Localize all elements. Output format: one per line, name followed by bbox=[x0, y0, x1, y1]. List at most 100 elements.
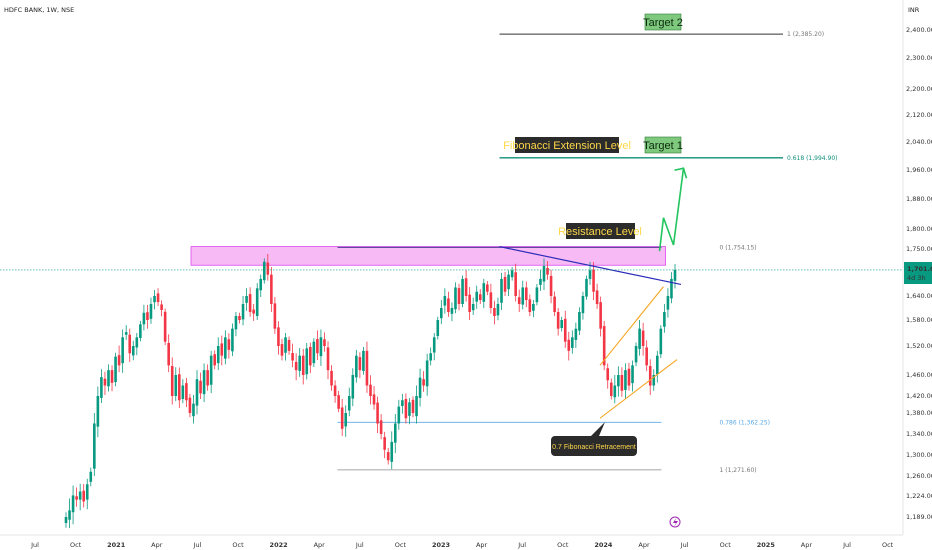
time-axis[interactable]: Jul Oct 2021 Apr Jul Oct 2022 Apr Jul Oct 2023 Apr J… bbox=[30, 541, 894, 549]
candle-body bbox=[563, 318, 567, 342]
price-tick-label: 2,040.00 bbox=[906, 138, 932, 146]
candle-body bbox=[270, 274, 273, 304]
price-tick-label: 2,400.00 bbox=[906, 26, 932, 34]
candle-body bbox=[316, 339, 319, 354]
candle-body bbox=[326, 347, 330, 371]
target-2-label[interactable]: Target 2 bbox=[643, 13, 683, 31]
candle-body bbox=[68, 510, 71, 520]
resistance-level-label[interactable]: Resistance Level bbox=[558, 223, 642, 239]
candle-body bbox=[153, 296, 156, 303]
candle-body bbox=[185, 383, 188, 401]
candle-body bbox=[450, 308, 454, 314]
symbol-header: HDFC BANK, 1W, NSE bbox=[4, 6, 74, 14]
candle-body bbox=[595, 290, 599, 304]
candle-body bbox=[277, 327, 280, 346]
price-tick-label: 1,340.00 bbox=[906, 430, 932, 438]
candle-body bbox=[503, 276, 507, 292]
candle-body bbox=[574, 328, 578, 340]
candle-body bbox=[298, 355, 301, 371]
descending-trendline[interactable] bbox=[499, 246, 682, 286]
fibonacci-levels: 1 (2,385.20) 0.618 (1,994.90) 0 (1,754.15)… bbox=[337, 31, 837, 474]
channel-lower-line[interactable] bbox=[599, 359, 678, 419]
price-tick-label: 1,960.00 bbox=[906, 166, 932, 174]
candle-body bbox=[422, 379, 425, 386]
retracement-label[interactable]: 0.7 Fibonacci Retracement bbox=[551, 422, 637, 456]
candle-body bbox=[578, 312, 581, 331]
candle-body bbox=[585, 278, 588, 297]
candle-body bbox=[613, 385, 617, 398]
candle-body bbox=[248, 294, 252, 312]
resistance-zone[interactable] bbox=[190, 246, 666, 266]
resistance-level-box bbox=[566, 223, 635, 239]
candle-body bbox=[142, 312, 146, 325]
candle-body bbox=[238, 316, 241, 320]
candle-body bbox=[323, 339, 326, 346]
candle-body bbox=[514, 272, 517, 296]
candle-body bbox=[535, 287, 539, 303]
candle-body bbox=[401, 400, 404, 406]
candle-body bbox=[475, 291, 479, 302]
candle-body bbox=[252, 309, 255, 314]
candle-body bbox=[571, 337, 574, 348]
last-price-tag-box bbox=[904, 262, 932, 284]
candle-body bbox=[181, 385, 185, 399]
candle-body bbox=[638, 328, 641, 349]
candle-body bbox=[330, 370, 333, 386]
candle-body bbox=[114, 356, 117, 383]
candle-body bbox=[163, 311, 167, 342]
candle-body bbox=[146, 312, 149, 320]
candle-body bbox=[606, 368, 610, 381]
candle-body bbox=[542, 266, 546, 282]
candle-body bbox=[234, 316, 238, 330]
candle-body bbox=[358, 357, 362, 371]
target-2-text: Target 2 bbox=[643, 17, 683, 29]
candle-body bbox=[347, 396, 351, 411]
time-tick-label: Oct bbox=[720, 541, 732, 549]
candle-body bbox=[365, 350, 369, 386]
candle-body bbox=[457, 288, 461, 304]
currency-label: INR bbox=[908, 6, 920, 14]
candle-body bbox=[631, 365, 634, 384]
candle-body bbox=[489, 292, 493, 308]
time-tick-label: Apr bbox=[476, 541, 488, 549]
candle-body bbox=[266, 262, 270, 275]
candle-body bbox=[309, 346, 312, 366]
price-tick-label: 1,880.00 bbox=[906, 195, 932, 203]
lightning-glyph-icon bbox=[673, 518, 678, 527]
candle-body bbox=[588, 270, 592, 279]
candle-body bbox=[379, 420, 383, 434]
candle-body bbox=[224, 337, 227, 359]
candle-body bbox=[652, 375, 656, 386]
event-marker[interactable] bbox=[669, 516, 681, 528]
time-tick-label: Jul bbox=[842, 541, 851, 549]
candle-body bbox=[393, 423, 397, 443]
candle-body bbox=[659, 328, 663, 355]
time-tick-label: 2024 bbox=[594, 541, 613, 549]
time-tick-label: Jul bbox=[192, 541, 201, 549]
candle-body bbox=[478, 294, 482, 300]
candle-body bbox=[493, 308, 496, 316]
candle-body bbox=[440, 308, 443, 319]
candle-body bbox=[383, 437, 386, 450]
candle-body bbox=[432, 337, 436, 353]
candle-body bbox=[425, 360, 429, 387]
fibonacci-extension-label[interactable]: Fibonacci Extension Level bbox=[503, 137, 631, 153]
channel-upper-line[interactable] bbox=[599, 286, 664, 366]
price-axis[interactable]: 2,400.00 2,300.00 2,200.00 2,120.00 2,040.00… bbox=[906, 26, 932, 521]
candle-body bbox=[567, 339, 571, 351]
candle-body bbox=[362, 350, 365, 371]
candle-body bbox=[553, 296, 556, 312]
candle-body bbox=[609, 382, 613, 396]
price-tick-label: 1,750.00 bbox=[906, 245, 932, 253]
candle-body bbox=[468, 294, 471, 312]
price-tick-label: 1,460.00 bbox=[906, 371, 932, 379]
candle-body bbox=[666, 296, 670, 310]
candle-body bbox=[415, 396, 418, 417]
candle-body bbox=[556, 312, 560, 329]
candle-body bbox=[287, 339, 291, 351]
candle-body bbox=[128, 334, 132, 354]
target-1-label[interactable]: Target 1 bbox=[643, 136, 683, 154]
price-tick-label: 1,520.00 bbox=[906, 342, 932, 350]
candle-body bbox=[397, 406, 401, 424]
